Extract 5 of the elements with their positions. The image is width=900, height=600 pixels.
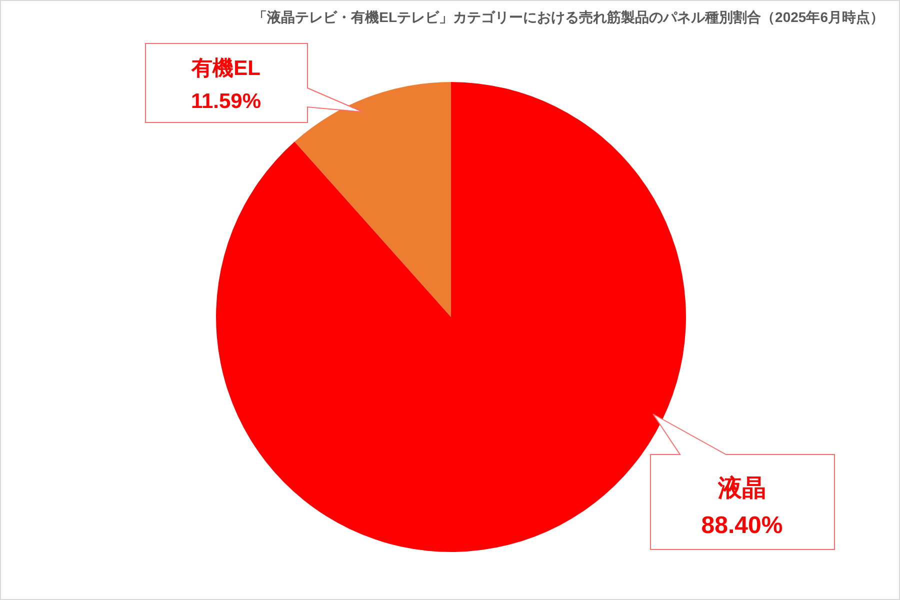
chart-title: 「液晶テレビ・有機ELテレビ」カテゴリーにおける売れ筋製品のパネル種別割合（2025年6月時点） <box>253 9 884 25</box>
data-label: 11.59% <box>190 90 262 113</box>
slice-label: 液晶 <box>717 475 766 502</box>
data-label: 88.40% <box>701 512 783 539</box>
slice-label: 有機EL <box>190 57 261 80</box>
